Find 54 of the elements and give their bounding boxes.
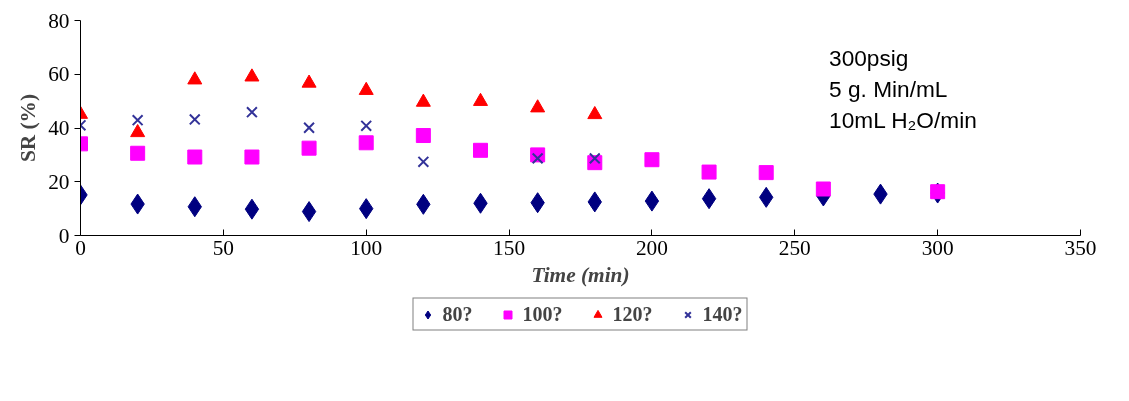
x-tick-label: 50 [212, 235, 235, 260]
point [644, 190, 660, 212]
point [415, 93, 431, 107]
x-tick-label: 300 [921, 235, 954, 260]
point [360, 119, 373, 132]
point [930, 184, 946, 200]
point [701, 164, 717, 180]
point [644, 152, 660, 168]
point [588, 152, 601, 165]
point [415, 128, 431, 144]
x-tick-label: 350 [1064, 235, 1097, 260]
point [530, 99, 546, 113]
legend-label: 140? [702, 302, 743, 326]
y-tick-label: 40 [48, 116, 70, 140]
point [130, 145, 146, 161]
point [244, 198, 260, 220]
point [130, 123, 146, 138]
point [245, 106, 258, 119]
annotation: 300psig [829, 45, 909, 72]
point [358, 135, 374, 151]
point [473, 142, 488, 158]
x-tick-label: 0 [75, 235, 86, 260]
annotation: 10mL H₂O/min [829, 106, 977, 133]
x-tick-label: 250 [778, 235, 811, 260]
y-axis-title: SR (%) [16, 93, 41, 163]
point [301, 74, 317, 88]
point [131, 114, 144, 127]
legend-label: 80? [442, 302, 473, 326]
point [301, 201, 317, 223]
y-tick-label: 20 [48, 169, 70, 194]
point [301, 140, 317, 156]
annotation: 5 g. Min/mL [829, 76, 948, 103]
point [701, 188, 717, 210]
point [244, 68, 260, 82]
point [187, 149, 203, 165]
y-tick-label: 80 [48, 8, 70, 33]
point [815, 181, 831, 197]
point [188, 113, 201, 126]
point [358, 81, 374, 95]
point [531, 152, 544, 165]
point [417, 155, 430, 168]
y-tick-label: 60 [48, 62, 70, 87]
point [303, 121, 316, 134]
x-tick-label: 100 [350, 235, 383, 260]
point [587, 105, 603, 120]
legend-label: 100? [522, 302, 563, 326]
point [187, 71, 203, 85]
x-tick-label: 150 [493, 235, 526, 260]
point [244, 149, 260, 165]
legend-label: 120? [612, 302, 653, 326]
point [473, 92, 488, 106]
point [758, 165, 774, 181]
x-tick-label: 200 [635, 235, 668, 260]
x-axis-title: Time (min) [531, 262, 630, 287]
